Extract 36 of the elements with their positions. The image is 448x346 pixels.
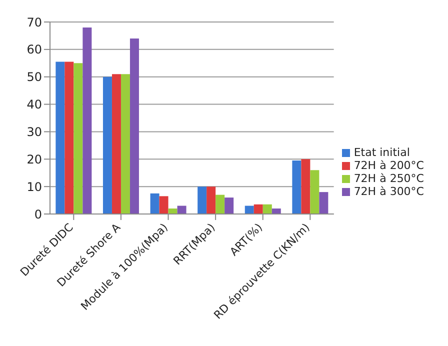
bar [224,198,234,214]
y-tick-label: 50 [26,70,42,84]
bar [112,74,121,214]
legend-label: Etat initial [354,146,410,159]
y-tick-label: 70 [26,15,42,30]
bar [130,38,139,214]
bar [244,206,254,214]
bar [310,170,320,214]
y-tick-label: 10 [26,180,42,194]
bar [56,62,65,214]
legend-label: 72H à 250°C [354,172,424,185]
legend-label: 72H à 200°C [354,159,424,172]
bar [177,206,186,214]
bar [262,204,272,214]
bar [82,27,92,214]
y-tick-label: 30 [26,124,42,139]
bar [319,192,328,214]
bar [216,194,225,214]
bar [150,193,160,214]
bar [159,196,168,214]
bar [206,186,216,214]
y-tick-label: 20 [26,152,42,166]
bar [120,74,130,214]
bar [102,76,112,214]
bar [301,159,310,214]
y-tick-label: 40 [26,98,42,112]
bar [198,186,207,214]
y-tick-label: 60 [26,42,42,57]
bar [254,204,263,214]
y-tick-label: 0 [34,207,42,222]
bar [168,208,178,214]
bar [74,63,83,214]
bar [272,208,281,214]
legend-label: 72H à 300°C [354,185,424,198]
bar [64,62,74,214]
bar [292,160,302,214]
